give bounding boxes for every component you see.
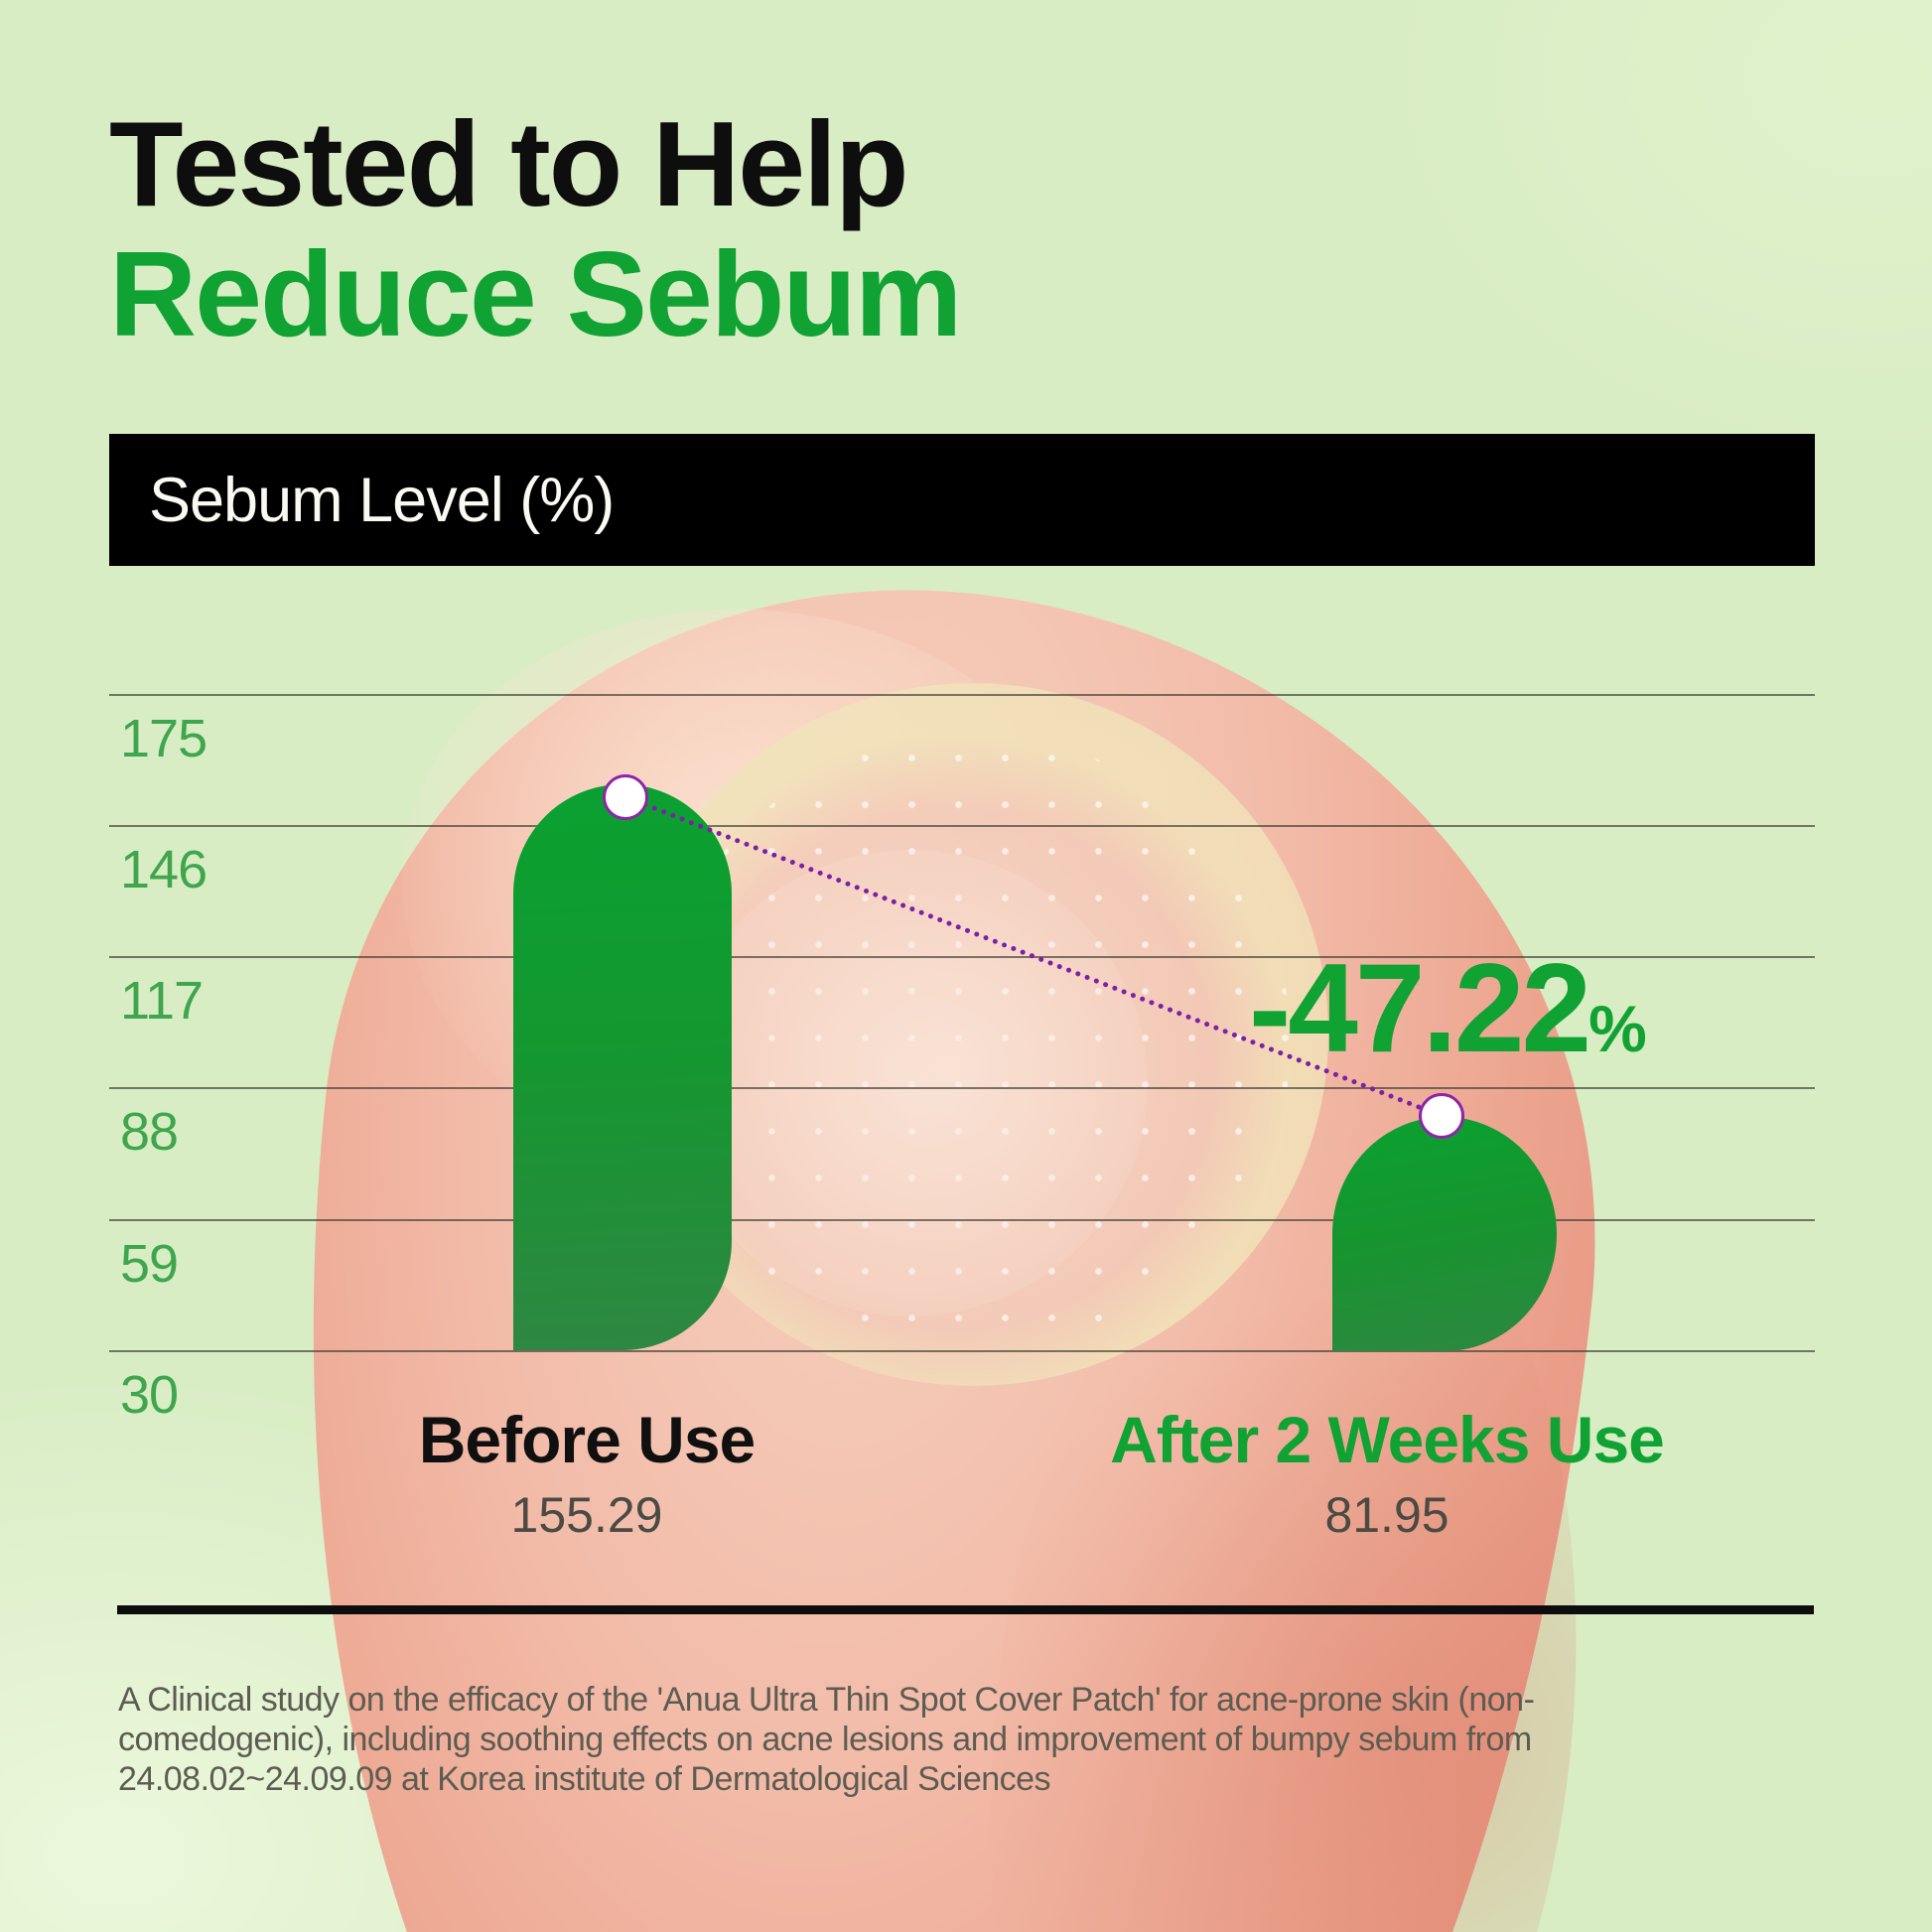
page-title-line1: Tested to Help	[109, 96, 908, 231]
gridline-117	[109, 956, 1815, 958]
clinical-study-footnote: A Clinical study on the efficacy of the …	[118, 1680, 1535, 1799]
value-label-before: 155.29	[510, 1487, 663, 1543]
percent-change-unit: %	[1588, 992, 1647, 1065]
footnote-line1: A Clinical study on the efficacy of the …	[118, 1681, 1535, 1719]
patch-inner-highlight	[673, 850, 1148, 1316]
y-tick-59: 59	[120, 1234, 179, 1294]
category-label-before: Before Use	[418, 1403, 756, 1476]
page-title: Tested to Help Reduce Sebum	[109, 96, 962, 361]
y-tick-30: 30	[120, 1365, 179, 1425]
y-tick-146: 146	[120, 840, 207, 899]
bar-after-2-weeks	[1332, 1117, 1557, 1351]
y-tick-175: 175	[120, 709, 207, 768]
y-tick-117: 117	[120, 971, 204, 1031]
footnote-line3: 24.08.02~24.09.09 at Korea institute of …	[118, 1760, 1051, 1798]
gridline-59	[109, 1219, 1815, 1221]
data-point-marker-before	[603, 774, 648, 820]
gridline-146	[109, 825, 1815, 827]
footer-divider-line	[117, 1605, 1814, 1614]
page-title-line2: Reduce Sebum	[109, 226, 962, 361]
category-label-after: After 2 Weeks Use	[1110, 1403, 1665, 1476]
gridline-175	[109, 694, 1815, 696]
gridline-88	[109, 1087, 1815, 1089]
chart-title-banner: Sebum Level (%)	[109, 434, 1815, 566]
y-tick-88: 88	[120, 1102, 179, 1162]
value-label-after: 81.95	[1324, 1487, 1449, 1543]
footnote-line2: comedogenic), including soothing effects…	[118, 1721, 1532, 1758]
gridline-30	[109, 1350, 1815, 1352]
percent-change-label: -47.22%	[1249, 935, 1647, 1080]
bar-before-use	[513, 784, 732, 1350]
chart-title: Sebum Level (%)	[149, 465, 615, 535]
data-point-marker-after	[1419, 1093, 1464, 1139]
percent-change-value: -47.22	[1249, 937, 1591, 1078]
